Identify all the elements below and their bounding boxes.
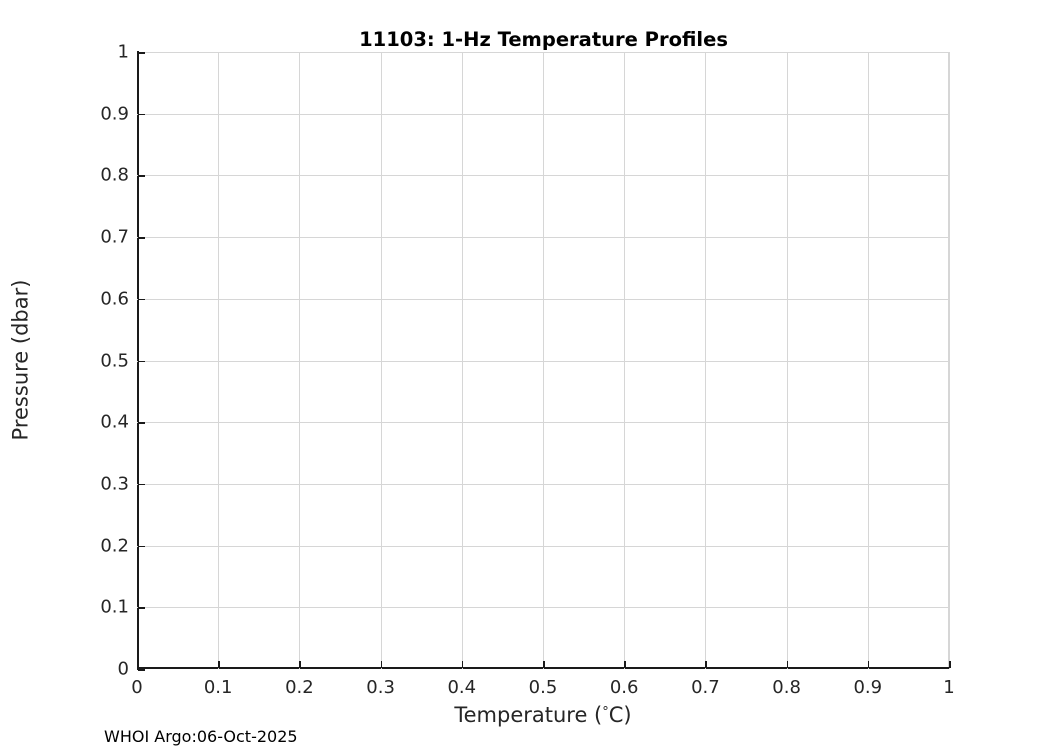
x-axis-label-suffix: C) — [608, 703, 632, 727]
y-tick-mark — [138, 545, 145, 548]
x-tick-label: 0 — [131, 677, 143, 698]
x-tick-mark — [380, 661, 383, 668]
x-tick-mark — [299, 661, 301, 668]
x-tick-mark — [624, 661, 626, 668]
x-tick-mark — [705, 661, 707, 668]
x-tick-mark — [461, 661, 464, 668]
x-tick-label: 0.5 — [528, 677, 558, 698]
y-tick-mark — [138, 607, 145, 609]
y-axis-label: Pressure (dbar) — [8, 279, 33, 441]
y-tick-mark — [138, 113, 145, 116]
gridline-vertical — [949, 52, 950, 669]
x-tick-label: 0.1 — [203, 677, 233, 698]
x-tick-label: 1 — [943, 677, 955, 698]
x-tick-label: 0.9 — [853, 677, 883, 698]
y-tick-mark — [138, 360, 145, 363]
x-tick-label: 0.6 — [609, 677, 639, 698]
gridline-horizontal — [137, 422, 949, 424]
gridline-horizontal — [137, 298, 949, 300]
y-tick-mark — [138, 422, 145, 424]
x-axis-label-prefix: Temperature ( — [454, 703, 603, 727]
x-tick-label: 0.7 — [691, 677, 720, 698]
gridline-horizontal — [137, 607, 949, 609]
gridline-horizontal — [137, 360, 949, 362]
y-axis-label-wrapper: Pressure (dbar) — [0, 52, 40, 669]
x-tick-mark — [137, 661, 139, 668]
gridline-horizontal — [137, 483, 949, 485]
y-tick-mark — [138, 175, 145, 177]
x-tick-mark — [949, 661, 951, 668]
gridline-horizontal — [137, 237, 949, 239]
x-tick-mark — [543, 661, 545, 668]
x-tick-mark — [786, 661, 789, 668]
y-tick-mark — [138, 237, 145, 239]
x-tick-label: 0.8 — [772, 677, 801, 698]
gridline-horizontal — [137, 113, 949, 115]
x-tick-mark — [218, 661, 220, 668]
plot-area[interactable] — [137, 51, 951, 671]
gridline-horizontal — [137, 545, 949, 547]
footer-credit: WHOI Argo:06-Oct-2025 — [104, 727, 298, 746]
degree-symbol-icon: ° — [602, 705, 609, 720]
y-tick-mark — [138, 298, 145, 301]
chart-title: 11103: 1-Hz Temperature Profiles — [359, 28, 728, 51]
x-tick-label: 0.3 — [366, 677, 395, 698]
gridline-horizontal — [137, 175, 949, 177]
y-tick-mark — [138, 669, 145, 671]
x-tick-label: 0.2 — [285, 677, 314, 698]
x-tick-label: 0.4 — [447, 677, 477, 698]
y-tick-mark — [138, 483, 145, 486]
y-tick-mark — [138, 52, 145, 54]
x-axis-label: Temperature (°C) — [137, 703, 949, 727]
x-tick-mark — [867, 661, 870, 668]
